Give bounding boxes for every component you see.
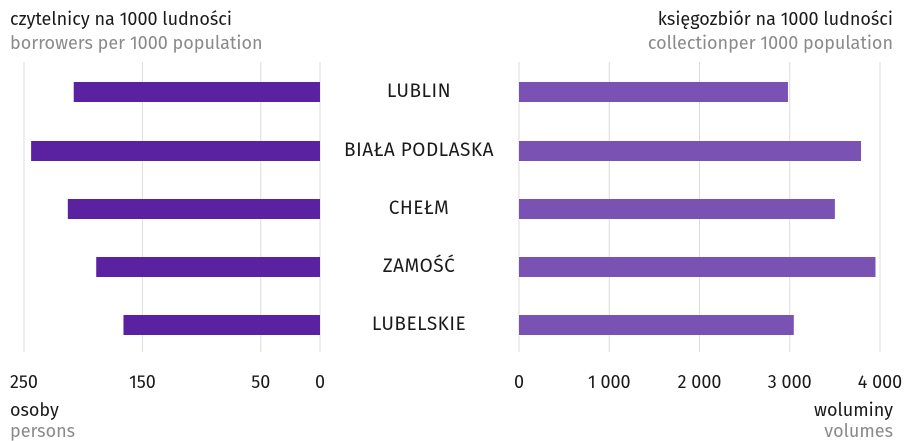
- x-tick-label: 4 000: [858, 371, 902, 393]
- axis-label: woluminy: [814, 399, 893, 421]
- x-tick-label: 250: [10, 371, 38, 393]
- bar: [519, 199, 835, 219]
- x-tick-label: 0: [315, 371, 325, 393]
- x-tick-label: 50: [251, 371, 270, 393]
- chart-title: czytelnicy na 1000 ludności: [10, 8, 232, 30]
- category-label: BIAŁA PODLASKA: [344, 139, 494, 162]
- bar: [123, 315, 321, 335]
- category-label: LUBLIN: [387, 80, 451, 103]
- chart-subtitle: borrowers per 1000 population: [10, 32, 263, 54]
- bar: [519, 257, 876, 277]
- chart-title: księgozbiór na 1000 ludności: [658, 8, 893, 30]
- axis-label: osoby: [10, 399, 59, 421]
- category-label: ZAMOŚĆ: [383, 255, 456, 278]
- chart-subtitle: collectionper 1000 population: [648, 32, 893, 54]
- x-tick-label: 1 000: [588, 371, 631, 393]
- x-tick-label: 2 000: [678, 371, 722, 393]
- axis-label-subtitle: persons: [10, 420, 75, 441]
- bar: [519, 141, 862, 161]
- axis-label-subtitle: volumes: [824, 420, 893, 441]
- x-tick-label: 150: [129, 371, 156, 393]
- category-label: CHEŁM: [389, 197, 450, 220]
- bar: [73, 82, 320, 102]
- bar: [31, 141, 320, 161]
- bar: [519, 315, 794, 335]
- bar: [67, 199, 320, 219]
- bar: [519, 82, 788, 102]
- x-tick-label: 0: [514, 371, 524, 393]
- x-tick-label: 3 000: [768, 371, 812, 393]
- category-label: LUBELSKIE: [372, 313, 466, 336]
- bar: [96, 257, 320, 277]
